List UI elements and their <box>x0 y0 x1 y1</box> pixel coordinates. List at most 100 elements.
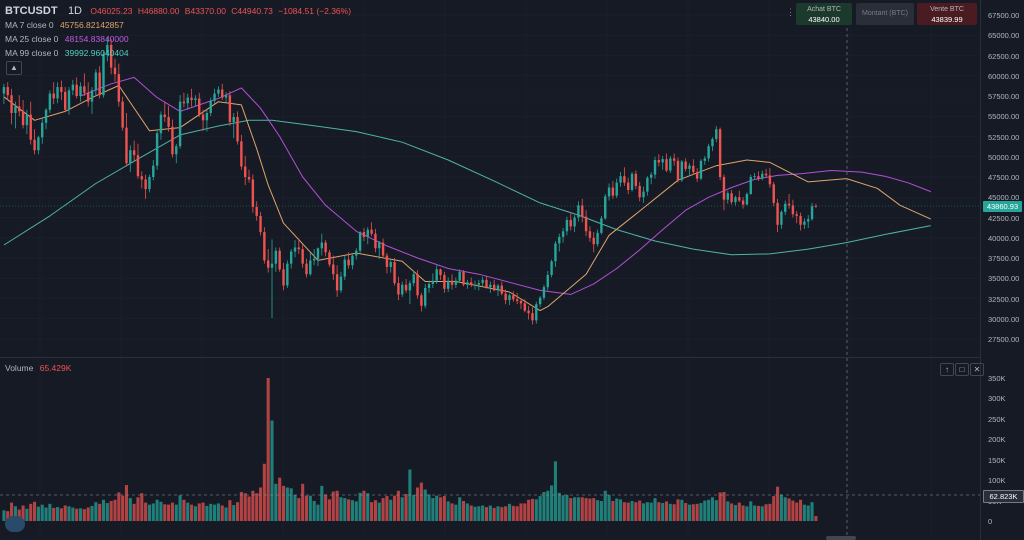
volume-bar <box>193 506 197 521</box>
candle-body <box>362 232 366 237</box>
volume-bar <box>25 508 29 521</box>
symbol-name[interactable]: BTCUSDT <box>5 5 58 17</box>
volume-bar <box>274 483 278 521</box>
volume-bar <box>331 491 335 521</box>
volume-bar <box>680 499 684 521</box>
candle-body <box>316 248 320 259</box>
candle-body <box>343 259 346 277</box>
candle-body <box>102 53 105 96</box>
candle-body <box>125 127 128 164</box>
volume-bar <box>760 506 764 521</box>
sell-button[interactable]: Vente BTC 43839.99 <box>917 3 977 25</box>
volume-bar <box>419 482 423 521</box>
candle-body <box>657 159 661 163</box>
candle-body <box>90 90 94 102</box>
candle-body <box>244 166 247 177</box>
candle-body <box>270 263 274 268</box>
volume-bar <box>802 504 806 521</box>
volume-bar <box>438 497 443 521</box>
volume-bar <box>542 491 546 521</box>
dots-icon[interactable]: ⋮ <box>786 7 795 17</box>
ma99-legend[interactable]: MA 99 close 0 39992.96040404 <box>5 48 129 58</box>
volume-bar <box>741 505 745 521</box>
candle-body <box>381 242 385 256</box>
volume-bar <box>113 499 117 521</box>
volume-bar <box>618 499 623 521</box>
volume-bar <box>431 498 435 521</box>
candle-body <box>232 117 235 122</box>
arrow-up-icon[interactable]: ↑ <box>940 363 954 376</box>
volume-bar <box>664 501 669 521</box>
price-axis-label: 32500.00 <box>988 295 1020 304</box>
ohlc-open: O46025.23 <box>90 6 133 16</box>
timeframe[interactable]: 1D <box>67 5 82 17</box>
cloud-logo-icon[interactable] <box>5 516 25 532</box>
candle-body <box>416 274 419 296</box>
buy-button[interactable]: Achat BTC 43840.00 <box>796 3 852 25</box>
candle-body <box>569 219 572 227</box>
candle-body <box>286 263 289 286</box>
volume-bar <box>753 505 757 521</box>
candle-body <box>810 206 814 220</box>
volume-bar <box>44 507 48 521</box>
candle-body <box>163 114 166 118</box>
candle-body <box>676 160 680 181</box>
candle-body <box>669 158 672 171</box>
candle-body <box>538 297 542 305</box>
symbol-legend: BTCUSDT 1D O46025.23 H46880.00 B43370.00… <box>5 5 354 17</box>
candle-body <box>535 304 538 321</box>
volume-axis-label: 350K <box>988 374 1006 383</box>
candle-body <box>519 300 523 304</box>
price-axis-label: 55000.00 <box>988 112 1020 121</box>
volume-bar <box>370 502 374 521</box>
volume-legend[interactable]: Volume 65.429K <box>5 363 71 373</box>
candle-body <box>309 260 312 275</box>
candle-body <box>320 242 324 249</box>
candle-body <box>83 86 86 93</box>
chevron-up-icon[interactable]: ▲ <box>6 61 22 75</box>
candle-body <box>638 185 641 198</box>
candle-body <box>634 173 638 186</box>
candle-body <box>393 262 396 284</box>
ma7-legend[interactable]: MA 7 close 0 45756.82142857 <box>5 20 124 30</box>
volume-bar <box>239 491 243 521</box>
volume-bar <box>13 506 17 521</box>
candle-body <box>431 280 435 284</box>
candle-body <box>263 232 266 261</box>
candle-body <box>600 218 603 233</box>
candle-body <box>148 177 151 190</box>
price-axis-label: 45000.00 <box>988 193 1020 202</box>
volume-bar <box>687 504 692 521</box>
candle-body <box>803 221 806 225</box>
volume-bar <box>649 502 653 521</box>
candle-body <box>175 146 178 155</box>
candle-body <box>209 100 212 114</box>
price-axis-label: 40000.00 <box>988 234 1020 243</box>
volume-bar <box>749 501 753 521</box>
volume-bar <box>515 506 519 521</box>
volume-bar <box>772 496 776 521</box>
volume-separator <box>0 357 980 358</box>
ohlc-change: −1084.51 (−2.36%) <box>278 6 352 16</box>
candle-body <box>33 139 36 151</box>
candle-body <box>366 229 369 237</box>
volume-bar <box>477 506 481 521</box>
candle-body <box>443 275 446 289</box>
close-icon[interactable]: ✕ <box>970 363 984 376</box>
candle-body <box>764 173 768 176</box>
amount-input[interactable]: Montant (BTC) <box>856 3 914 25</box>
candle-body <box>768 175 772 185</box>
volume-bar <box>458 497 462 521</box>
candle-body <box>531 313 534 321</box>
price-axis-border <box>980 0 981 540</box>
volume-axis-label: 200K <box>988 435 1006 444</box>
candle-body <box>588 231 592 238</box>
time-scroll-handle[interactable] <box>826 536 856 540</box>
candle-body <box>630 173 634 190</box>
restore-icon[interactable]: □ <box>955 363 969 376</box>
candle-body <box>378 242 381 249</box>
candlesticks <box>2 36 818 325</box>
volume-bar <box>132 503 136 521</box>
ma25-legend[interactable]: MA 25 close 0 48154.83840000 <box>5 34 129 44</box>
